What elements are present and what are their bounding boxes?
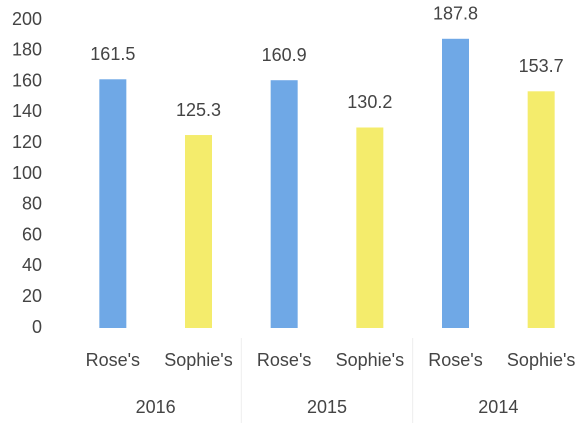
y-tick-label: 180 [12,40,42,60]
data-label: 130.2 [347,92,392,112]
y-tick-label: 120 [12,132,42,152]
y-tick-label: 0 [32,317,42,337]
y-tick-label: 160 [12,70,42,90]
x-tick-label: Rose's [428,350,482,370]
bar [356,127,384,328]
x-tick-label: Rose's [86,350,140,370]
data-label: 187.8 [433,4,478,24]
y-tick-label: 60 [22,224,42,244]
y-tick-label: 100 [12,163,42,183]
data-label: 125.3 [176,100,221,120]
bar [185,135,212,328]
data-label: 153.7 [519,56,564,76]
x-group-label: 2015 [307,397,347,417]
y-tick-label: 40 [22,255,42,275]
bar [270,80,298,329]
bar [527,91,555,328]
bar [442,38,469,329]
data-label: 161.5 [90,44,135,64]
bar [99,79,127,328]
x-group-label: 2016 [136,397,176,417]
y-tick-label: 20 [22,286,42,306]
y-tick-label: 140 [12,101,42,121]
x-tick-label: Sophie's [336,350,404,370]
y-tick-label: 200 [12,9,42,29]
x-tick-label: Sophie's [507,350,575,370]
x-tick-label: Rose's [257,350,311,370]
data-label: 160.9 [262,45,307,65]
y-tick-label: 80 [22,194,42,214]
x-tick-label: Sophie's [164,350,232,370]
x-group-label: 2014 [478,397,518,417]
